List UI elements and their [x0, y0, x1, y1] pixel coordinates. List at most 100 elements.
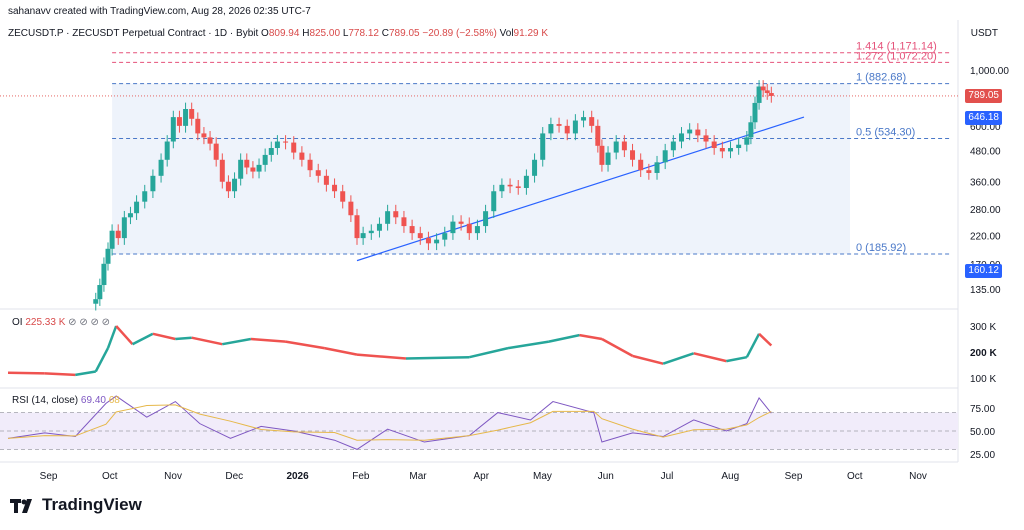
candle-body [662, 150, 668, 163]
rsi-value: 69.40 [80, 395, 106, 406]
candle-body [332, 184, 338, 192]
candle-body [417, 233, 423, 239]
rsi-tick-2: 25.00 [970, 450, 995, 461]
candle-body [523, 175, 529, 188]
candle-body [595, 125, 601, 146]
candle-body [507, 184, 513, 187]
oi-segment [250, 337, 286, 343]
oi-segment [726, 355, 748, 363]
oi-segment [152, 332, 176, 341]
candle-body [564, 125, 570, 134]
y-tick-2: 600.00 [970, 122, 1001, 133]
currency-label[interactable]: USDT [970, 28, 998, 39]
candle-body [291, 142, 297, 153]
candle-body [679, 133, 685, 142]
oi-segment [115, 325, 134, 346]
candle-body [491, 191, 497, 212]
x-tick-8: May [533, 471, 552, 482]
rsi-legend[interactable]: RSI (14, close) 69.40 68 [12, 395, 120, 406]
x-tick-13: Oct [847, 471, 863, 482]
candle-body [101, 263, 107, 286]
candle-body [581, 117, 587, 121]
high-label: H [302, 28, 310, 39]
oi-segment [191, 336, 223, 346]
candle-body [752, 102, 758, 123]
oi-segment [758, 332, 773, 347]
oi-legend[interactable]: OI 225.33 K ⊘ ⊘ ⊘ ⊘ [12, 317, 110, 328]
candle-body [121, 217, 127, 239]
fib-zone [112, 83, 850, 254]
y-tick-3: 480.00 [970, 146, 1001, 157]
oi-tick-2: 100 K [970, 374, 996, 385]
low-label: L [342, 28, 349, 39]
candle-body [572, 120, 578, 134]
candle-body [256, 164, 262, 172]
candle-body [340, 191, 346, 202]
oi-segment [75, 370, 96, 377]
oi-segment [468, 346, 509, 359]
candle-body [348, 201, 354, 216]
candle-body [695, 129, 701, 136]
change-value: −20.89 (−2.58%) [422, 28, 497, 39]
candle-body [385, 211, 391, 224]
rsi-line [7, 395, 772, 450]
candle-body [687, 129, 693, 134]
candle-body [764, 90, 770, 94]
candle-body [105, 248, 111, 264]
candle-body [630, 150, 636, 160]
candle-body [434, 239, 440, 244]
oi-segment [745, 333, 761, 358]
symbol-title[interactable]: ZECUSDT.P · ZECUSDT Perpetual Contract ·… [8, 28, 259, 39]
x-tick-0: Sep [40, 471, 58, 482]
candle-body [268, 148, 274, 155]
candle-body [646, 170, 652, 173]
candle-body [97, 285, 103, 300]
oi-segment [7, 371, 45, 375]
symbol-header: ZECUSDT.P · ZECUSDT Perpetual Contract ·… [8, 28, 548, 39]
candle-body [115, 230, 121, 239]
candle-body [393, 211, 399, 218]
fib-label-0: 1.414 (1,171.14) [856, 41, 937, 53]
candle-body [274, 141, 280, 149]
candle-body [183, 109, 189, 126]
candle-body [483, 211, 489, 227]
candle-body [736, 144, 742, 149]
rsi-value-2: 68 [108, 395, 120, 406]
high-value: 825.00 [309, 28, 341, 39]
tradingview-logo-icon [10, 498, 36, 513]
candle-body [164, 141, 170, 160]
candle-body [262, 154, 268, 165]
oi-segment [662, 352, 695, 365]
oi-segment [579, 333, 603, 341]
candle-body [195, 118, 201, 134]
y-tick-4: 360.00 [970, 178, 1001, 189]
last-price-tag: 789.05 [965, 89, 1002, 103]
x-tick-9: Jun [598, 471, 614, 482]
x-tick-12: Sep [785, 471, 803, 482]
rsi-tick-0: 75.00 [970, 404, 995, 415]
candle-body [474, 226, 480, 234]
rsi-label: RSI (14, close) [12, 395, 79, 406]
candle-body [638, 159, 644, 171]
candle-body [299, 152, 305, 160]
candle-body [450, 221, 456, 234]
oi-segment [285, 340, 325, 350]
oi-segment [324, 346, 358, 356]
candle-body [213, 143, 219, 160]
x-tick-5: Feb [352, 471, 370, 482]
candle-body [176, 117, 182, 126]
candle-body [201, 133, 207, 138]
candle-body [232, 178, 238, 192]
close-label: C [381, 28, 389, 39]
candle-body [499, 184, 505, 192]
fib-label-3: 0.5 (534.30) [856, 127, 915, 139]
oi-segment [222, 337, 252, 346]
candle-body [109, 230, 115, 249]
candle-body [548, 124, 554, 134]
footer-brand: TradingView [42, 495, 142, 514]
candle-body [613, 141, 619, 153]
candle-body [283, 141, 289, 143]
candle-body [244, 159, 250, 168]
candle-body [744, 137, 750, 145]
